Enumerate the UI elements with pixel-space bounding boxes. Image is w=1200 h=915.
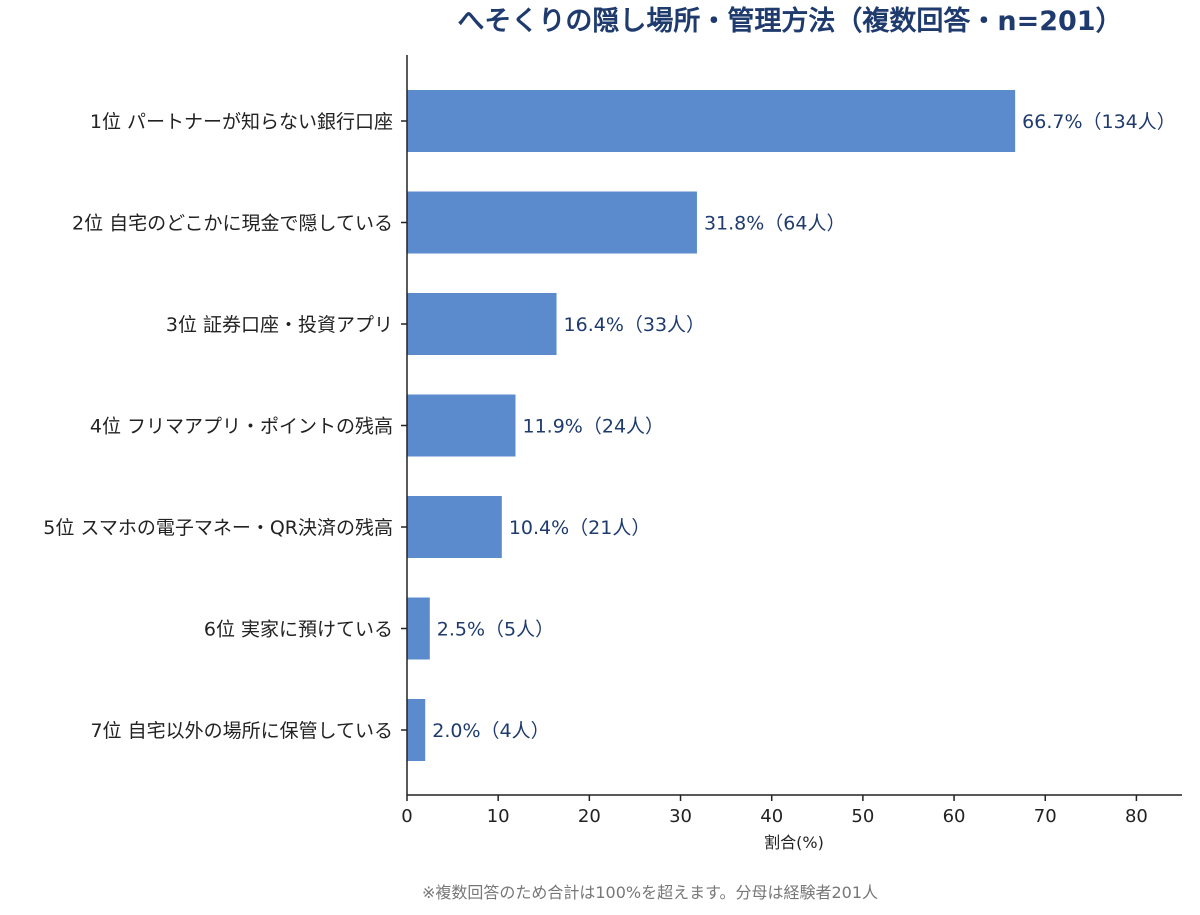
category-label-4: 4位 フリマアプリ・ポイントの残高 xyxy=(90,416,393,438)
bar-4 xyxy=(407,394,516,457)
category-label-5: 5位 スマホの電子マネー・QR決済の残高 xyxy=(43,517,393,539)
x-tick-label: 0 xyxy=(401,806,412,827)
value-label-7: 2.0%（4人） xyxy=(432,720,549,742)
footnote: ※複数回答のため合計は100%を超えます。分母は経験者201人 xyxy=(422,883,878,902)
category-label-1: 1位 パートナーが知らない銀行口座 xyxy=(90,111,393,133)
x-tick-label: 40 xyxy=(760,806,783,827)
bar-6 xyxy=(407,597,430,660)
chart-title: へそくりの隠し場所・管理方法（複数回答・n=201） xyxy=(457,5,1122,37)
value-label-6: 2.5%（5人） xyxy=(437,619,554,641)
x-tick-label: 60 xyxy=(943,806,966,827)
bar-1 xyxy=(407,90,1016,152)
x-ticks-group: 0 10 20 30 40 50 60 70 80 xyxy=(401,795,1148,827)
category-label-2: 2位 自宅のどこかに現金で隠している xyxy=(72,213,393,235)
bars-group xyxy=(407,90,1016,761)
category-label-7: 7位 自宅以外の場所に保管している xyxy=(90,720,393,742)
bar-3 xyxy=(407,293,557,355)
x-tick-label: 10 xyxy=(487,806,510,827)
bar-7 xyxy=(407,699,426,761)
category-label-6: 6位 実家に預けている xyxy=(204,619,393,641)
bar-2 xyxy=(407,191,697,254)
x-tick-label: 80 xyxy=(1125,806,1148,827)
value-label-3: 16.4%（33人） xyxy=(564,314,706,336)
value-labels-group: 66.7%（134人） 31.8%（64人） 16.4%（33人） 11.9%（24人… xyxy=(432,111,1176,742)
value-label-4: 11.9%（24人） xyxy=(523,416,665,438)
x-tick-label: 70 xyxy=(1034,806,1057,827)
x-tick-label: 30 xyxy=(669,806,692,827)
x-tick-label: 20 xyxy=(578,806,601,827)
category-label-3: 3位 証券口座・投資アプリ xyxy=(166,314,393,336)
value-label-2: 31.8%（64人） xyxy=(704,213,846,235)
category-labels-group: 1位 パートナーが知らない銀行口座 2位 自宅のどこかに現金で隠している 3位 証券… xyxy=(43,111,407,742)
value-label-5: 10.4%（21人） xyxy=(509,517,651,539)
x-axis-label: 割合(%) xyxy=(764,833,824,852)
bar-5 xyxy=(407,496,502,558)
value-label-1: 66.7%（134人） xyxy=(1022,111,1176,133)
x-tick-label: 50 xyxy=(851,806,874,827)
